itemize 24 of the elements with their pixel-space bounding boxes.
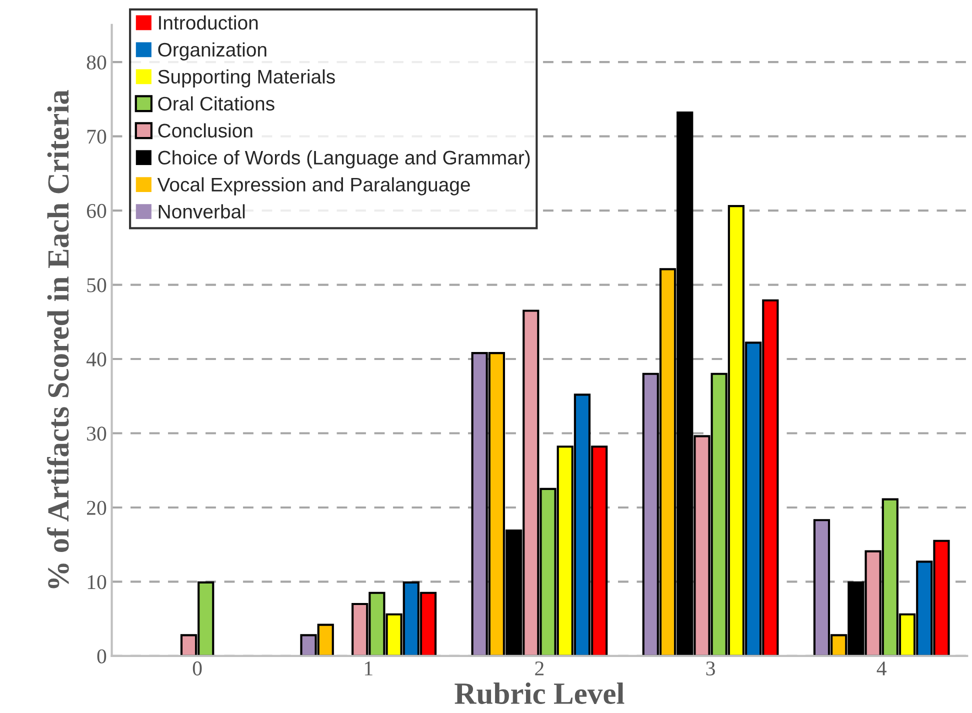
legend-label: Nonverbal [158,204,245,219]
y-tick-label: 0 [97,649,106,664]
x-tick-label: 4 [876,662,886,676]
legend-label: Organization [158,42,266,60]
x-axis-title: Rubric Level [454,682,624,704]
legend-label: Conclusion [158,123,252,138]
x-tick-label: 3 [706,661,715,676]
y-tick-label: 80 [86,55,106,70]
legend-label: Vocal Expression and Paralanguage [157,177,470,196]
y-tick-label: 20 [87,500,106,515]
y-tick-label: 60 [86,204,106,218]
y-tick-label: 40 [86,352,106,366]
legend-label: Oral Citations [158,96,274,111]
y-tick-label: 30 [87,426,106,441]
y-tick-label: 70 [87,130,106,144]
legend-label: Introduction [159,15,258,30]
legend-label: Supporting Materials [158,69,335,88]
legend-label: Choice of Words (Language and Grammar) [158,150,530,168]
x-tick-label: 1 [365,662,372,676]
y-tick-label: 50 [87,278,106,292]
y-axis-title: % of Artifacts Scored in Each Criteria [46,90,69,588]
x-tick-label: 2 [535,661,544,676]
y-tick-label: 10 [88,575,106,590]
x-tick-label: 0 [192,661,202,676]
